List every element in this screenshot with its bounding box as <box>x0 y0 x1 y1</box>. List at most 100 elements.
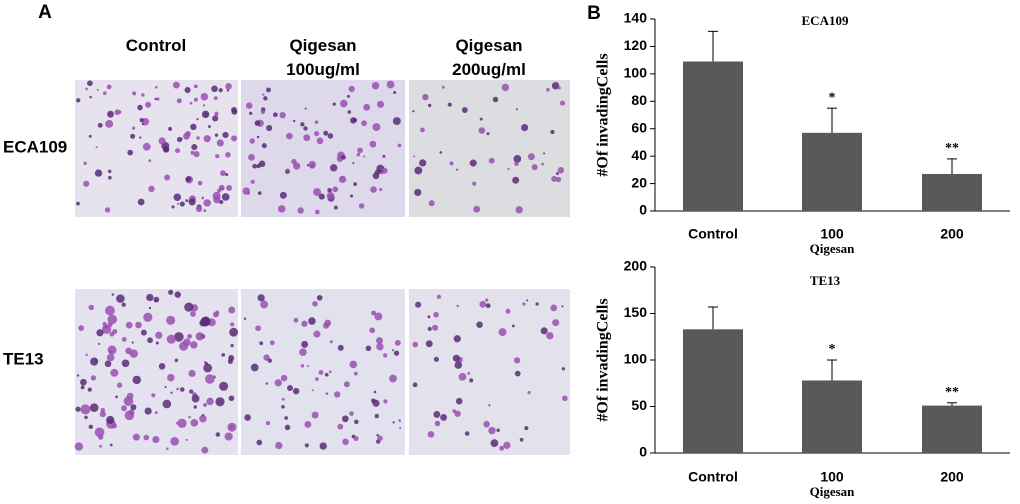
cell <box>256 439 263 446</box>
cell <box>469 159 477 167</box>
cell <box>260 109 265 115</box>
cell <box>139 118 144 123</box>
cell <box>313 330 321 338</box>
cell <box>212 375 216 379</box>
cell <box>277 205 286 213</box>
cell <box>111 293 115 296</box>
x-tick-label: 100 <box>820 469 844 485</box>
cell <box>515 108 518 111</box>
cell <box>168 126 173 131</box>
cell <box>449 161 454 166</box>
bar <box>922 173 982 211</box>
cell <box>225 83 232 90</box>
cell <box>454 410 461 417</box>
cell <box>324 372 329 377</box>
cell <box>213 96 218 101</box>
cell <box>124 410 135 421</box>
cell <box>164 174 171 181</box>
significance-mark: * <box>829 90 836 105</box>
cell <box>447 102 452 107</box>
cell <box>541 162 544 166</box>
cell <box>170 391 173 394</box>
cell <box>304 107 307 110</box>
cell <box>414 166 423 175</box>
cell <box>393 90 397 95</box>
cell <box>85 87 88 91</box>
cell <box>391 349 394 352</box>
cell <box>76 201 80 206</box>
cell <box>126 392 134 400</box>
cell <box>121 337 127 342</box>
cell <box>80 385 85 390</box>
cell <box>499 445 505 451</box>
cell <box>412 382 418 388</box>
cell <box>452 409 457 414</box>
cell <box>386 80 395 89</box>
cell <box>267 358 273 363</box>
cell <box>154 97 157 101</box>
cell <box>102 91 107 96</box>
y-tick-label: 140 <box>624 10 648 26</box>
cell <box>95 146 98 149</box>
cell <box>250 179 255 184</box>
cell <box>353 371 358 376</box>
cell <box>216 139 224 147</box>
cell <box>425 340 433 348</box>
cell <box>413 155 416 158</box>
cell <box>195 205 203 213</box>
cell <box>211 85 218 93</box>
cell <box>125 321 133 329</box>
y-tick-label: 40 <box>631 147 647 163</box>
cell <box>106 84 112 90</box>
cell <box>121 302 126 307</box>
cell <box>454 361 463 369</box>
cell <box>372 172 380 180</box>
cell <box>132 433 140 441</box>
y-tick-label: 50 <box>631 397 647 413</box>
cell <box>189 389 194 394</box>
cell <box>372 123 381 132</box>
cell <box>137 104 143 111</box>
cell <box>266 87 271 93</box>
cell <box>99 444 102 448</box>
cell <box>393 350 400 356</box>
cell <box>354 419 359 425</box>
cell <box>260 300 269 309</box>
cell <box>455 397 463 405</box>
bar <box>802 132 862 211</box>
cell <box>511 324 515 328</box>
cell <box>501 83 510 92</box>
cell <box>427 103 432 108</box>
cell <box>166 334 176 344</box>
cell <box>215 154 220 159</box>
cell <box>201 196 205 200</box>
panel-label: B <box>587 3 601 24</box>
cell <box>135 321 142 329</box>
cell <box>190 341 198 349</box>
cell <box>341 155 346 160</box>
cell <box>371 81 380 90</box>
cell <box>341 415 349 423</box>
y-tick-label: 100 <box>624 351 648 367</box>
cell <box>125 347 132 355</box>
cell <box>193 97 198 102</box>
cell <box>184 302 194 312</box>
significance-mark: ** <box>945 385 959 400</box>
cell <box>121 405 128 412</box>
cell <box>188 369 196 378</box>
cell <box>265 421 271 426</box>
cell <box>479 117 483 121</box>
cell <box>304 443 309 448</box>
cell <box>420 127 425 133</box>
cell <box>89 403 99 412</box>
cell <box>78 325 85 331</box>
cell <box>226 89 230 92</box>
cell <box>433 311 439 318</box>
cell <box>333 205 338 210</box>
cell <box>376 337 383 345</box>
cell <box>514 370 521 377</box>
cell <box>337 423 344 430</box>
cell <box>229 425 234 429</box>
cell <box>254 120 261 126</box>
cell <box>513 155 522 163</box>
